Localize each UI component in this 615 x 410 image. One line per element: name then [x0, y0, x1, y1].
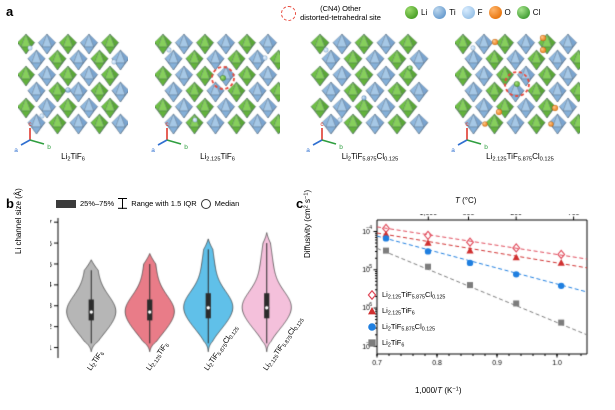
structure-canvas-3 [455, 28, 580, 136]
cn4-legend-line1: (CN4) Other [320, 4, 361, 13]
cn4-legend-text: (CN4) Other distorted-tetrahedral site [283, 4, 398, 23]
panel-b-legend-box-label: 25%–75% [80, 199, 115, 208]
svg-text:b: b [184, 144, 188, 151]
panel-c: Diffusivity (cm2 s−1) 1,000/T (K−1) T (°… [303, 190, 605, 403]
panel-c-x-axis-label: 1,000/T (K−1) [415, 386, 462, 395]
cn4-dashed-circle-icon [281, 6, 296, 21]
panel-letter-c: c [296, 196, 304, 211]
whisker-icon [118, 198, 128, 209]
legend-atom-ti-label: Ti [449, 8, 456, 17]
cl-ball-icon [516, 6, 530, 19]
svg-text:b: b [484, 144, 488, 151]
legend-atom-cl: Cl [516, 6, 541, 19]
svg-text:b: b [47, 144, 51, 151]
arrhenius-plot-canvas [343, 214, 593, 374]
f-ball-icon [461, 6, 475, 19]
structure-caption-1: Li2.125TiF6 [200, 152, 235, 163]
violin-plot-canvas [50, 214, 300, 364]
legend-atom-o: O [488, 6, 511, 19]
legend-marker-diamond-open [367, 290, 377, 301]
legend-atom-o-label: O [504, 8, 511, 17]
o-ball-icon [488, 6, 502, 19]
ti-ball-icon [433, 6, 447, 19]
structure-caption-0: Li2TiF6 [61, 152, 85, 163]
structure-caption-3: Li2.125TiF5.875Cl0.125 [486, 152, 554, 163]
panel-letter-a: a [6, 4, 14, 19]
structure-canvas-0 [18, 28, 128, 136]
panel-c-legend-item-1: Li2.125TiF6 [367, 306, 415, 316]
panel-b: 25%–75% Range with 1.5 IQR Median Li cha… [14, 188, 306, 403]
cn4-legend-line2: distorted-tetrahedral site [300, 13, 381, 23]
median-circle-icon [200, 198, 211, 209]
panel-c-y-axis-label: Diffusivity (cm2 s−1) [303, 189, 312, 258]
structure-0 [18, 28, 128, 136]
panel-b-legend-whisker-label: Range with 1.5 IQR [131, 199, 197, 208]
atom-legend: Li Ti F O Cl [405, 6, 540, 19]
iqr-box-swatch [56, 199, 76, 208]
structure-3 [455, 28, 580, 136]
legend-atom-li-label: Li [421, 8, 428, 17]
structure-canvas-2 [310, 28, 430, 136]
legend-atom-cl-label: Cl [532, 8, 541, 17]
legend-marker-triangle-filled [367, 306, 377, 316]
panel-c-legend-label-2: Li2TiF5.875Cl0.125 [382, 322, 436, 333]
structure-caption-2: Li2TiF5.875Cl0.125 [341, 152, 399, 163]
legend-atom-li: Li [405, 6, 427, 19]
structure-canvas-1 [155, 28, 280, 136]
panel-c-legend-label-3: Li2TiF6 [382, 338, 405, 349]
legend-marker-circle-filled [367, 322, 377, 332]
legend-atom-f-label: F [477, 8, 483, 17]
panel-b-y-axis-label: Li channel size (Å) [14, 188, 23, 254]
panel-c-legend-item-2: Li2TiF5.875Cl0.125 [367, 322, 435, 332]
panel-c-top-axis-label: T (°C) [455, 196, 477, 205]
li-ball-icon [405, 6, 418, 19]
panel-c-legend-item-0: Li2.125TiF5.875Cl0.125 [367, 290, 445, 300]
legend-atom-f: F [461, 6, 483, 19]
panel-letter-b: b [6, 196, 14, 211]
panel-c-legend-label-1: Li2.125TiF6 [382, 306, 415, 317]
structure-2 [310, 28, 430, 136]
legend-marker-square-filled [367, 338, 377, 348]
panel-b-legend: 25%–75% Range with 1.5 IQR Median [56, 198, 239, 209]
panel-b-legend-median-label: Median [214, 199, 240, 208]
legend-atom-ti: Ti [433, 6, 456, 19]
structure-1 [155, 28, 280, 136]
svg-text:b: b [339, 144, 343, 151]
panel-c-legend-label-0: Li2.125TiF5.875Cl0.125 [382, 290, 446, 301]
panel-c-legend-item-3: Li2TiF6 [367, 338, 404, 348]
